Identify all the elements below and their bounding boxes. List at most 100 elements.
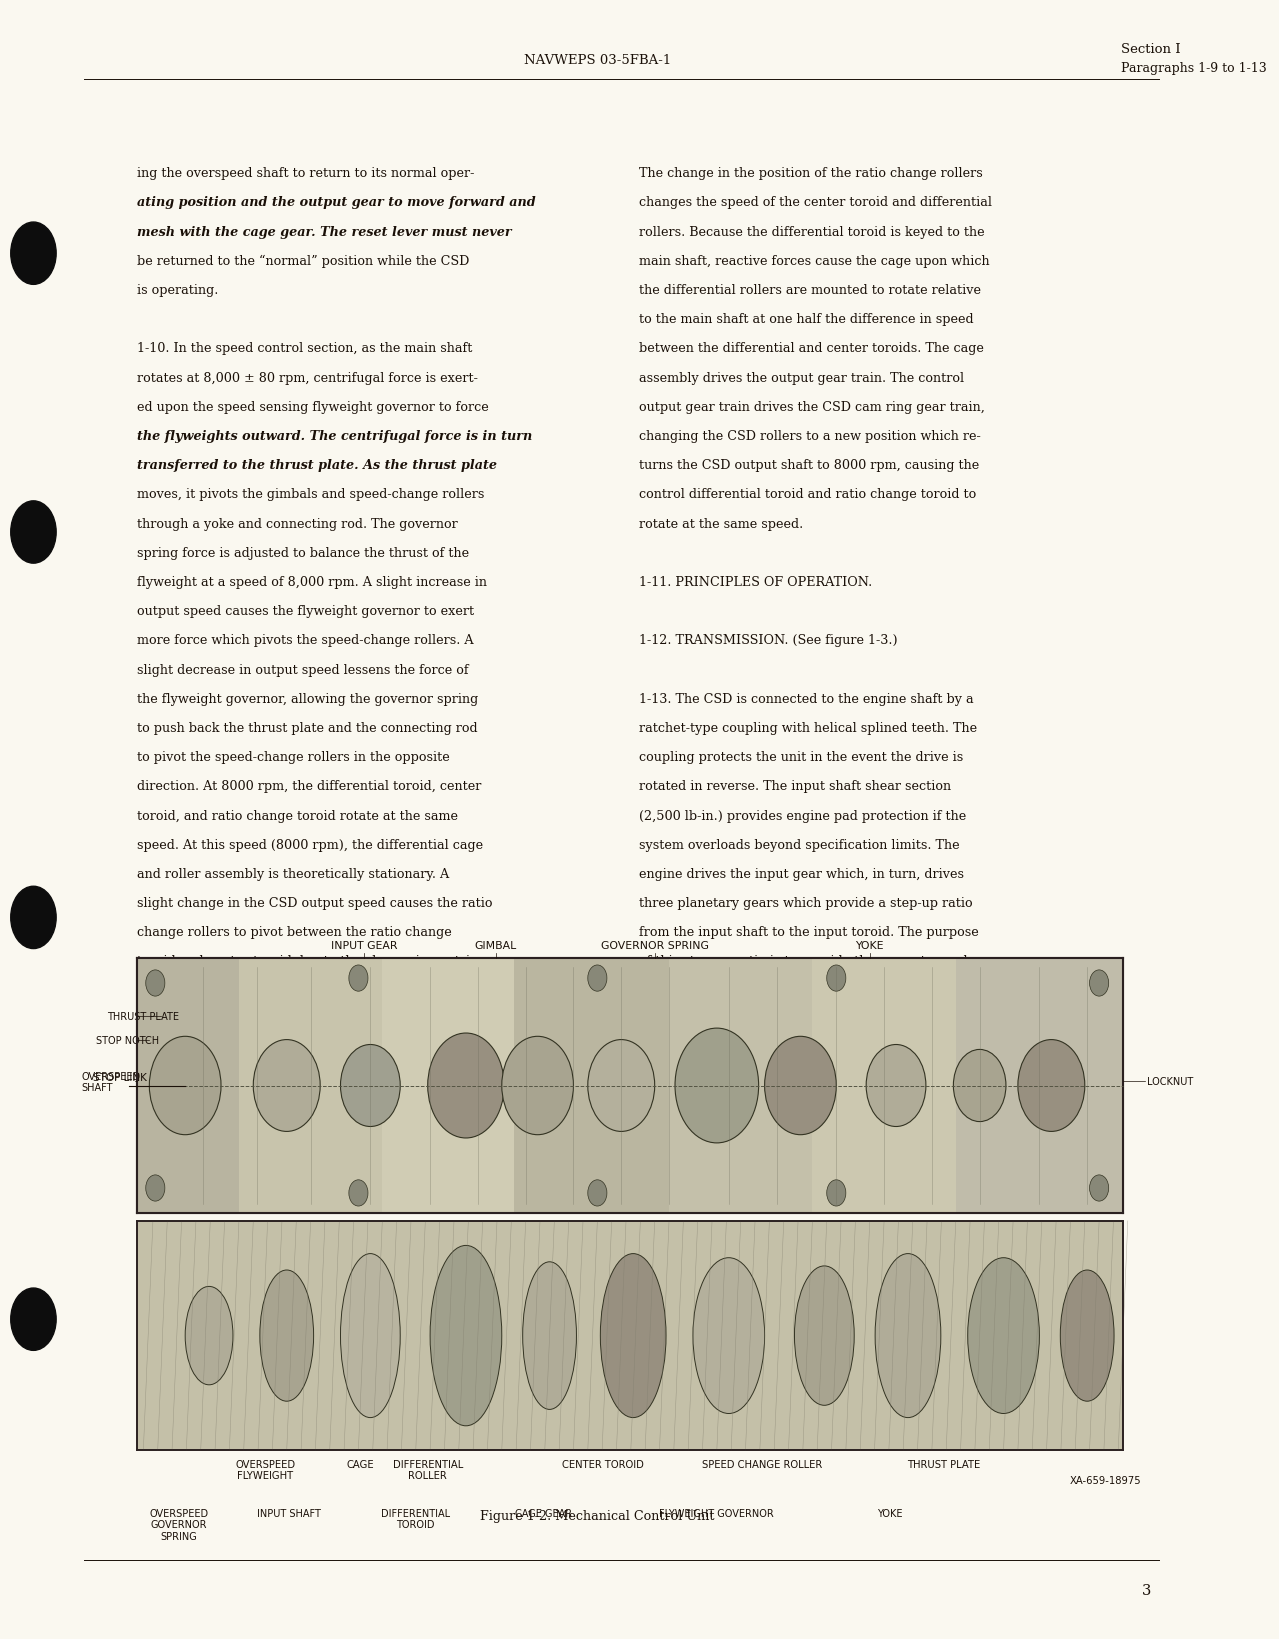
- Text: rollers. Because the differential toroid is keyed to the: rollers. Because the differential toroid…: [640, 226, 985, 239]
- Text: coupling protects the unit in the event the drive is: coupling protects the unit in the event …: [640, 751, 963, 764]
- Circle shape: [588, 965, 608, 992]
- Circle shape: [588, 1180, 608, 1206]
- Text: rotates at 8,000 ± 80 rpm, centrifugal force is exert-: rotates at 8,000 ± 80 rpm, centrifugal f…: [137, 372, 478, 385]
- Bar: [239, 959, 382, 1213]
- Text: DIFFERENTIAL
TOROID: DIFFERENTIAL TOROID: [381, 1508, 450, 1529]
- Text: change rollers to pivot between the ratio change: change rollers to pivot between the rati…: [137, 926, 453, 939]
- Text: 1-12. TRANSMISSION. (See figure 1-3.): 1-12. TRANSMISSION. (See figure 1-3.): [640, 634, 898, 647]
- Circle shape: [349, 1180, 368, 1206]
- Text: CENTER TOROID: CENTER TOROID: [563, 1459, 645, 1469]
- Text: 1-10. In the speed control section, as the main shaft: 1-10. In the speed control section, as t…: [137, 343, 473, 356]
- Circle shape: [427, 1033, 504, 1137]
- Text: ating position and the output gear to move forward and: ating position and the output gear to mo…: [137, 197, 536, 210]
- Circle shape: [1090, 970, 1109, 997]
- Ellipse shape: [693, 1259, 765, 1413]
- Circle shape: [501, 1036, 573, 1134]
- Text: THRUST PLATE: THRUST PLATE: [907, 1459, 981, 1469]
- Text: 1-11. PRINCIPLES OF OPERATION.: 1-11. PRINCIPLES OF OPERATION.: [640, 575, 872, 588]
- Circle shape: [866, 1046, 926, 1128]
- Circle shape: [150, 1036, 221, 1134]
- Circle shape: [1018, 1039, 1085, 1131]
- Circle shape: [10, 502, 56, 564]
- Text: NAVWEPS 03-5FBA-1: NAVWEPS 03-5FBA-1: [523, 54, 671, 67]
- Text: slight decrease in output speed lessens the force of: slight decrease in output speed lessens …: [137, 664, 469, 677]
- Text: XA-659-18975: XA-659-18975: [1069, 1475, 1141, 1485]
- Bar: [514, 959, 669, 1213]
- Text: (2,500 lb-in.) provides engine pad protection if the: (2,500 lb-in.) provides engine pad prote…: [640, 810, 967, 823]
- Text: Figure 1-2. Mechanical Control Unit: Figure 1-2. Mechanical Control Unit: [480, 1510, 715, 1523]
- Text: OVERSPEED
FLYWEIGHT: OVERSPEED FLYWEIGHT: [235, 1459, 295, 1480]
- Text: be returned to the “normal” position while the CSD: be returned to the “normal” position whi…: [137, 254, 469, 267]
- Text: flyweight at a speed of 8,000 rpm. A slight increase in: flyweight at a speed of 8,000 rpm. A sli…: [137, 575, 487, 588]
- Circle shape: [146, 970, 165, 997]
- Text: rotate at the same speed.: rotate at the same speed.: [640, 518, 803, 531]
- Text: FLYWEIGHT GOVERNOR: FLYWEIGHT GOVERNOR: [660, 1508, 774, 1518]
- Text: SPEED CHANGE ROLLER: SPEED CHANGE ROLLER: [702, 1459, 822, 1469]
- Text: 3: 3: [1142, 1583, 1151, 1596]
- Text: is operating.: is operating.: [137, 284, 219, 297]
- Ellipse shape: [600, 1254, 666, 1418]
- Text: STOP NOTCH: STOP NOTCH: [96, 1036, 159, 1046]
- Text: ed upon the speed sensing flyweight governor to force: ed upon the speed sensing flyweight gove…: [137, 400, 489, 413]
- Bar: [137, 959, 1123, 1213]
- Text: Section I: Section I: [1120, 43, 1181, 56]
- Text: moves, it pivots the gimbals and speed-change rollers: moves, it pivots the gimbals and speed-c…: [137, 488, 485, 502]
- Bar: [137, 1221, 1123, 1451]
- Text: turns the CSD output shaft to 8000 rpm, causing the: turns the CSD output shaft to 8000 rpm, …: [640, 459, 980, 472]
- Text: speed. At this speed (8000 rpm), the differential cage: speed. At this speed (8000 rpm), the dif…: [137, 838, 483, 851]
- Text: output gear train drives the CSD cam ring gear train,: output gear train drives the CSD cam rin…: [640, 400, 985, 413]
- Text: main shaft, reactive forces cause the cage upon which: main shaft, reactive forces cause the ca…: [640, 254, 990, 267]
- Text: the flyweight governor, allowing the governor spring: the flyweight governor, allowing the gov…: [137, 692, 478, 705]
- Text: the flyweights outward. The centrifugal force is in turn: the flyweights outward. The centrifugal …: [137, 429, 532, 443]
- Circle shape: [953, 1049, 1007, 1121]
- Ellipse shape: [968, 1259, 1040, 1413]
- Text: three planetary gears which provide a step-up ratio: three planetary gears which provide a st…: [640, 897, 973, 910]
- Text: ing the overspeed shaft to return to its normal oper-: ing the overspeed shaft to return to its…: [137, 167, 475, 180]
- Circle shape: [349, 965, 368, 992]
- Text: DIFFERENTIAL
ROLLER: DIFFERENTIAL ROLLER: [393, 1459, 463, 1480]
- Circle shape: [826, 965, 845, 992]
- Circle shape: [675, 1029, 758, 1144]
- Ellipse shape: [794, 1265, 854, 1405]
- Bar: [812, 959, 955, 1213]
- Text: STOP LINK: STOP LINK: [93, 1072, 147, 1083]
- Text: to push back the thrust plate and the connecting rod: to push back the thrust plate and the co…: [137, 721, 478, 734]
- Text: CAGE: CAGE: [347, 1459, 375, 1469]
- Bar: [669, 959, 812, 1213]
- Text: from the input shaft to the input toroid. The purpose: from the input shaft to the input toroid…: [640, 926, 978, 939]
- Text: CAGE GEAR: CAGE GEAR: [515, 1508, 572, 1518]
- Text: the differential rollers are mounted to rotate relative: the differential rollers are mounted to …: [640, 284, 981, 297]
- Bar: [382, 959, 514, 1213]
- Circle shape: [1090, 1175, 1109, 1201]
- Circle shape: [10, 887, 56, 949]
- Bar: [101, 934, 1141, 1475]
- Text: between the differential and center toroids. The cage: between the differential and center toro…: [640, 343, 984, 356]
- Text: THRUST PLATE: THRUST PLATE: [107, 1011, 179, 1021]
- Text: The change in the position of the ratio change rollers: The change in the position of the ratio …: [640, 167, 984, 180]
- Text: OVERSPEED
GOVERNOR
SPRING: OVERSPEED GOVERNOR SPRING: [150, 1508, 208, 1541]
- Text: system overloads beyond specification limits. The: system overloads beyond specification li…: [640, 838, 959, 851]
- Text: INPUT GEAR: INPUT GEAR: [331, 941, 398, 951]
- Text: Paragraphs 1-9 to 1-13: Paragraphs 1-9 to 1-13: [1120, 62, 1266, 75]
- Bar: [955, 959, 1123, 1213]
- Circle shape: [765, 1036, 836, 1134]
- Text: slight change in the CSD output speed causes the ratio: slight change in the CSD output speed ca…: [137, 897, 492, 910]
- Circle shape: [10, 1288, 56, 1351]
- Text: changes the speed of the center toroid and differential: changes the speed of the center toroid a…: [640, 197, 993, 210]
- Bar: [137, 959, 239, 1213]
- Ellipse shape: [523, 1262, 577, 1410]
- Ellipse shape: [340, 1254, 400, 1418]
- Text: through a yoke and connecting rod. The governor: through a yoke and connecting rod. The g…: [137, 518, 458, 531]
- Circle shape: [10, 223, 56, 285]
- Text: direction. At 8000 rpm, the differential toroid, center: direction. At 8000 rpm, the differential…: [137, 780, 482, 793]
- Text: YOKE: YOKE: [856, 941, 884, 951]
- Text: GIMBAL: GIMBAL: [475, 941, 517, 951]
- Text: toroid, and ratio change toroid rotate at the same: toroid, and ratio change toroid rotate a…: [137, 810, 458, 823]
- Text: YOKE: YOKE: [877, 1508, 903, 1518]
- Text: engine drives the input gear which, in turn, drives: engine drives the input gear which, in t…: [640, 867, 964, 880]
- Circle shape: [340, 1046, 400, 1128]
- Ellipse shape: [185, 1287, 233, 1385]
- Text: to pivot the speed-change rollers in the opposite: to pivot the speed-change rollers in the…: [137, 751, 450, 764]
- Ellipse shape: [260, 1270, 313, 1401]
- Text: assembly drives the output gear train. The control: assembly drives the output gear train. T…: [640, 372, 964, 385]
